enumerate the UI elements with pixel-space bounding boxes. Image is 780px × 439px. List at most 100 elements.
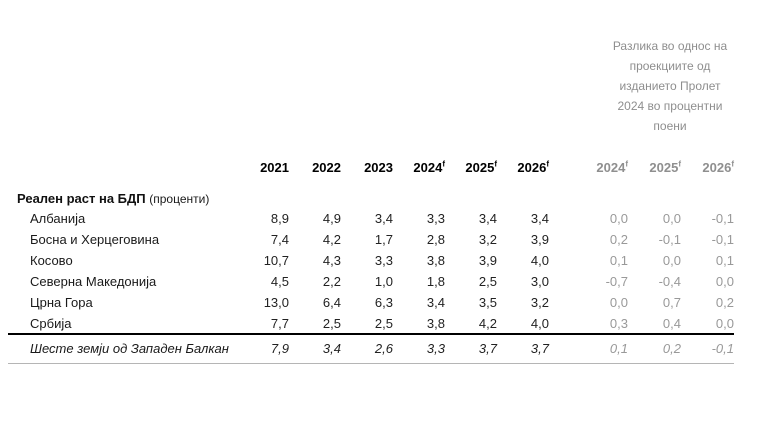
value-cell: 3,4: [530, 211, 549, 226]
diff-cell: 0,2: [609, 232, 628, 247]
year-header-2024f: 2024f: [413, 159, 445, 175]
year-header-row: 2021 2022 2023 2024f 2025f 2026f 2024f 2…: [8, 152, 734, 178]
value-cell: 3,3: [374, 253, 393, 268]
diff-cell: 0,1: [609, 253, 628, 268]
country-label: Косово: [30, 253, 73, 268]
diff-cell: -0,1: [658, 232, 681, 247]
value-cell: 4,9: [322, 211, 341, 226]
table-row-kosovo: Косово 10,7 4,3 3,3 3,8 3,9 4,0 0,1 0,0 …: [8, 250, 734, 271]
table-row-serbia: Србија 7,7 2,5 2,5 3,8 4,2 4,0 0,3 0,4 0…: [8, 313, 734, 334]
diff-cell: -0,1: [711, 211, 734, 226]
diff-cell: 0,4: [662, 315, 681, 331]
note-line: проекциите од: [629, 59, 711, 73]
country-label: Црна Гора: [30, 295, 93, 310]
value-cell: 2,5: [374, 315, 393, 331]
value-cell: 3,3: [426, 211, 445, 226]
diff-cell: 0,1: [715, 253, 734, 268]
column-spacer: [549, 208, 575, 229]
value-cell: 3,2: [478, 232, 497, 247]
value-cell: 7,4: [270, 232, 289, 247]
value-cell: 3,4: [374, 211, 393, 226]
value-cell: 1,8: [426, 274, 445, 289]
value-cell: 3,4: [478, 211, 497, 226]
value-cell: 2,8: [426, 232, 445, 247]
country-label: Босна и Херцеговина: [30, 232, 160, 247]
value-cell: 3,8: [426, 315, 445, 331]
diff-year-header-2024f: 2024f: [596, 159, 628, 175]
diff-year-header-2026f: 2026f: [702, 159, 734, 175]
diff-cell: -0,4: [658, 274, 681, 289]
diff-cell: 0,7: [662, 295, 681, 310]
diff-cell: 0,0: [715, 274, 734, 289]
value-cell: 1,0: [374, 274, 393, 289]
year-header-2021: 2021: [260, 160, 289, 175]
year-header-2026f: 2026f: [517, 159, 549, 175]
column-spacer: [549, 152, 575, 178]
value-cell: 3,2: [530, 295, 549, 310]
column-spacer: [549, 313, 575, 334]
column-spacer: [549, 271, 575, 292]
value-cell: 3,9: [530, 232, 549, 247]
total-value-cell: 2,6: [341, 333, 393, 364]
column-spacer: [549, 250, 575, 271]
country-label: Северна Македонија: [30, 274, 157, 289]
diff-cell: -0,1: [711, 232, 734, 247]
diff-cell: 0,3: [609, 315, 628, 331]
value-cell: 7,7: [270, 315, 289, 331]
total-diff-cell: 0,2: [628, 333, 681, 364]
value-cell: 2,5: [478, 274, 497, 289]
diff-cell: 0,0: [609, 211, 628, 226]
projection-difference-note: Разлика во однос на проекциите од издани…: [588, 36, 752, 136]
total-value-cell: 3,7: [445, 333, 497, 364]
total-diff-cell: -0,1: [681, 333, 734, 364]
table-row-montenegro: Црна Гора 13,0 6,4 6,3 3,4 3,5 3,2 0,0 0…: [8, 292, 734, 313]
value-cell: 4,5: [270, 274, 289, 289]
value-cell: 8,9: [270, 211, 289, 226]
year-header-2022: 2022: [312, 160, 341, 175]
table-row-albania: Албанија 8,9 4,9 3,4 3,3 3,4 3,4 0,0 0,0…: [8, 208, 734, 229]
value-cell: 1,7: [374, 232, 393, 247]
column-spacer: [549, 292, 575, 313]
country-label: Србија: [30, 315, 72, 331]
value-cell: 2,2: [322, 274, 341, 289]
value-cell: 3,5: [478, 295, 497, 310]
value-cell: 10,7: [263, 253, 289, 268]
total-row-western-balkans: Шесте земји од Западен Балкан 7,9 3,4 2,…: [8, 333, 734, 364]
year-header-2023: 2023: [364, 160, 393, 175]
value-cell: 4,0: [530, 315, 549, 331]
note-line: 2024 во процентни: [617, 99, 723, 113]
diff-cell: 0,0: [662, 211, 681, 226]
section-header-row: Реален раст на БДП (проценти): [8, 178, 734, 208]
value-cell: 13,0: [263, 295, 289, 310]
empty-corner-cell: [8, 152, 237, 178]
country-label: Албанија: [30, 211, 86, 226]
value-cell: 3,0: [530, 274, 549, 289]
total-label: Шесте земји од Западен Балкан: [8, 333, 237, 364]
note-line: Разлика во однос на: [612, 39, 728, 53]
total-value-cell: 7,9: [237, 333, 289, 364]
diff-cell: -0,7: [605, 274, 628, 289]
value-cell: 3,9: [478, 253, 497, 268]
value-cell: 4,2: [322, 232, 341, 247]
total-value-cell: 3,4: [289, 333, 341, 364]
year-header-2025f: 2025f: [465, 159, 497, 175]
total-diff-cell: 0,1: [575, 333, 628, 364]
value-cell: 4,3: [322, 253, 341, 268]
section-title: Реален раст на БДП (проценти): [8, 178, 734, 208]
total-value-cell: 3,3: [393, 333, 445, 364]
section-title-text: Реален раст на БДП: [17, 191, 146, 206]
diff-cell: 0,0: [715, 315, 734, 331]
column-spacer: [549, 229, 575, 250]
value-cell: 2,5: [322, 315, 341, 331]
section-unit-text: (проценти): [149, 192, 210, 206]
gdp-growth-table: 2021 2022 2023 2024f 2025f 2026f 2024f 2…: [8, 152, 734, 364]
diff-year-header-2025f: 2025f: [649, 159, 681, 175]
diff-cell: 0,2: [715, 295, 734, 310]
value-cell: 4,2: [478, 315, 497, 331]
total-value-cell: 3,7: [497, 333, 549, 364]
value-cell: 3,8: [426, 253, 445, 268]
value-cell: 4,0: [530, 253, 549, 268]
value-cell: 3,4: [426, 295, 445, 310]
column-spacer: [549, 333, 575, 364]
